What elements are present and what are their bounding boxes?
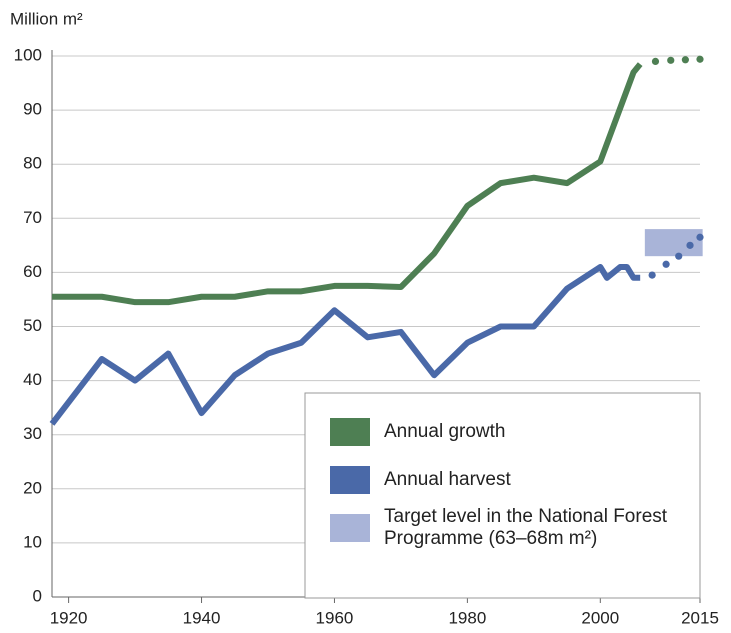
y-tick-label: 50 xyxy=(23,316,42,335)
target-band xyxy=(644,229,703,257)
y-tick-label: 40 xyxy=(23,370,42,389)
projection-dot xyxy=(675,252,683,260)
series-line xyxy=(52,62,643,306)
x-tick-label: 1940 xyxy=(183,608,221,627)
y-tick-label: 80 xyxy=(23,154,42,173)
projection-dot xyxy=(648,271,656,279)
legend-label: Annual growth xyxy=(384,421,506,442)
projection-dot xyxy=(662,260,670,268)
y-tick-label: 90 xyxy=(23,100,42,119)
projection-dot xyxy=(696,55,704,63)
y-tick-label: 60 xyxy=(23,262,42,281)
legend-swatch xyxy=(330,418,370,446)
y-tick-label: 100 xyxy=(14,45,42,64)
x-tick-label: 1920 xyxy=(50,608,88,627)
legend-label: Annual harvest xyxy=(384,469,511,490)
legend-swatch xyxy=(330,466,370,494)
y-axis-label: Million m² xyxy=(10,9,83,28)
legend-box xyxy=(304,392,701,599)
x-tick-label: 1980 xyxy=(448,608,486,627)
x-tick-label: 2015 xyxy=(681,608,719,627)
projection-dot xyxy=(681,56,689,64)
y-tick-label: 30 xyxy=(23,424,42,443)
y-tick-label: 70 xyxy=(23,208,42,227)
projection-dot xyxy=(651,57,660,66)
y-tick-label: 10 xyxy=(23,532,42,551)
x-tick-label: 2000 xyxy=(581,608,619,627)
y-tick-label: 0 xyxy=(33,586,42,605)
projection-dot xyxy=(696,233,704,241)
series-line xyxy=(49,263,641,426)
y-tick-label: 20 xyxy=(23,478,42,497)
x-tick-label: 1960 xyxy=(316,608,354,627)
legend-swatch xyxy=(330,514,370,542)
projection-dot xyxy=(686,241,694,249)
projection-dot xyxy=(667,56,675,64)
legend-label: Target level in the National Forest Prog… xyxy=(384,506,668,549)
